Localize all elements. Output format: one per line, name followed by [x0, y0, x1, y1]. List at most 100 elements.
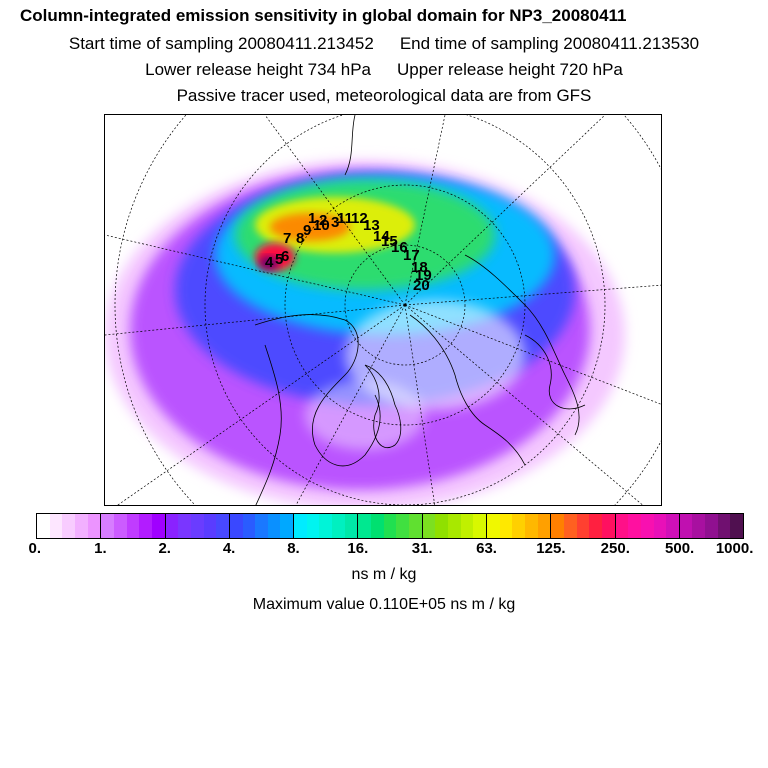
- colorbar-swatch: [203, 514, 217, 538]
- colorbar-swatch: [139, 514, 152, 538]
- colorbar-swatch: [37, 514, 50, 538]
- colorbar-swatch: [396, 514, 410, 538]
- meridian: [117, 304, 406, 505]
- graticule: [105, 115, 661, 505]
- meridian: [264, 115, 406, 306]
- coastline: [409, 314, 526, 466]
- release-heights: Lower release height 734 hPa Upper releas…: [0, 60, 768, 80]
- colorbar-swatch: [113, 514, 127, 538]
- maximum-value: Maximum value 0.110E+05 ns m / kg: [252, 596, 516, 613]
- colorbar-swatch: [601, 514, 616, 538]
- track-label-14: 14: [373, 228, 390, 245]
- field-orange: [270, 213, 350, 241]
- colorbar-swatch: [371, 514, 384, 538]
- colorbar-tick-label: 125.: [536, 540, 566, 557]
- colorbar-swatch: [280, 514, 295, 538]
- colorbar-swatch: [229, 514, 243, 538]
- end-sampling-time: End time of sampling 20080411.213530: [399, 34, 700, 53]
- colorbar-swatch: [628, 514, 641, 538]
- colorbar-swatch: [151, 514, 166, 538]
- coastline: [364, 364, 402, 448]
- colorbar-swatch: [101, 514, 114, 538]
- colorbar-swatch: [524, 514, 538, 538]
- colorbar-swatch: [679, 514, 693, 538]
- colorbar-tick-label: 16.: [347, 540, 369, 557]
- track-label-5: 5: [275, 251, 283, 268]
- track-label-12: 12: [351, 210, 368, 227]
- colorbar-swatch: [242, 514, 256, 538]
- colorbar-swatch: [358, 514, 372, 538]
- track-label-10: 10: [313, 217, 330, 234]
- track-label-1: 1: [308, 210, 316, 227]
- start-sampling-time: Start time of sampling 20080411.213452: [68, 34, 374, 53]
- colorbar-swatch: [294, 514, 307, 538]
- sensitivity-map: 1 2 3 4 5 6 7 8 9 10 11 12 13 14 15 16 1…: [105, 115, 661, 505]
- flight-track-labels: 1 2 3 4 5 6 7 8 9 10 11 12 13 14 15 16 1…: [265, 210, 432, 294]
- colorbar-tick-label: 4.: [222, 540, 236, 557]
- colorbar-swatch: [435, 514, 448, 538]
- colorbar-swatch: [49, 514, 63, 538]
- track-label-19: 19: [415, 267, 432, 284]
- colorbar-swatch: [692, 514, 706, 538]
- colorbar-tick-label: 2.: [158, 540, 171, 557]
- meridian: [404, 115, 606, 306]
- colorbar-swatch: [499, 514, 513, 538]
- colorbar-tick-label: 250.: [600, 540, 630, 557]
- colorbar-tick-label: 31.: [411, 540, 433, 557]
- field-max: [259, 256, 279, 270]
- upper-release-height: Upper release height 720 hPa: [397, 60, 623, 79]
- sampling-times: Start time of sampling 20080411.213452 En…: [0, 34, 768, 54]
- sensitivity-field: [105, 160, 625, 505]
- colorbar-swatch: [653, 514, 667, 538]
- track-label-2: 2: [319, 212, 327, 229]
- colorbar-swatch: [319, 514, 333, 538]
- colorbar-swatch: [666, 514, 680, 538]
- field-inner-cyan-hole: [345, 300, 525, 410]
- field-greenland-gap: [305, 380, 425, 450]
- meridian: [105, 234, 406, 306]
- latitude-circle: [204, 115, 606, 505]
- map-panel: 1 2 3 4 5 6 7 8 9 10 11 12 13 14 15 16 1…: [104, 114, 662, 506]
- track-label-9: 9: [303, 222, 311, 239]
- colorbar-tick-label: 63.: [476, 540, 497, 557]
- colorbar-swatch: [640, 514, 654, 538]
- coastline: [255, 344, 282, 505]
- colorbar-tick-label: 8.: [287, 540, 300, 557]
- colorbar-swatch: [87, 514, 102, 538]
- colorbar-swatch: [165, 514, 179, 538]
- colorbar-swatch: [512, 514, 525, 538]
- colorbar-tick-label: 1000.: [715, 540, 754, 557]
- colorbar-swatch: [705, 514, 718, 538]
- colorbar-swatch: [589, 514, 602, 538]
- meridian: [404, 304, 644, 505]
- colorbar-swatch: [422, 514, 436, 538]
- colorbar-swatch: [537, 514, 552, 538]
- track-label-16: 16: [391, 239, 408, 256]
- colorbar-swatch: [267, 514, 281, 538]
- track-label-4: 4: [265, 254, 274, 271]
- colorbar: [36, 513, 744, 539]
- colorbar-swatch: [576, 514, 590, 538]
- track-label-6: 6: [281, 248, 289, 265]
- colorbar-tick-label: 1.: [94, 540, 107, 557]
- coastline: [254, 314, 381, 467]
- colorbar-tick-label: 500.: [665, 540, 695, 557]
- track-label-17: 17: [403, 247, 420, 264]
- track-label-13: 13: [363, 217, 380, 234]
- coastline: [344, 115, 356, 176]
- colorbar-swatch: [190, 514, 204, 538]
- track-label-7: 7: [283, 230, 291, 247]
- colorbar-swatch: [216, 514, 230, 538]
- colorbar-swatch: [551, 514, 564, 538]
- latitude-circle: [344, 244, 466, 366]
- coastlines: [254, 115, 586, 505]
- passive-tracer-note: Passive tracer used, meteorological data…: [176, 86, 592, 105]
- track-label-8: 8: [296, 230, 304, 247]
- colorbar-swatch: [383, 514, 397, 538]
- colorbar-swatch: [448, 514, 461, 538]
- coastline: [464, 254, 580, 436]
- colorbar-swatch: [126, 514, 140, 538]
- colorbar-swatch: [306, 514, 320, 538]
- colorbar-swatch: [74, 514, 88, 538]
- colorbar-tick-labels: 0. 1. 2. 4. 8. 16. 31. 63. 125. 250. 500. 1000.: [0, 540, 768, 560]
